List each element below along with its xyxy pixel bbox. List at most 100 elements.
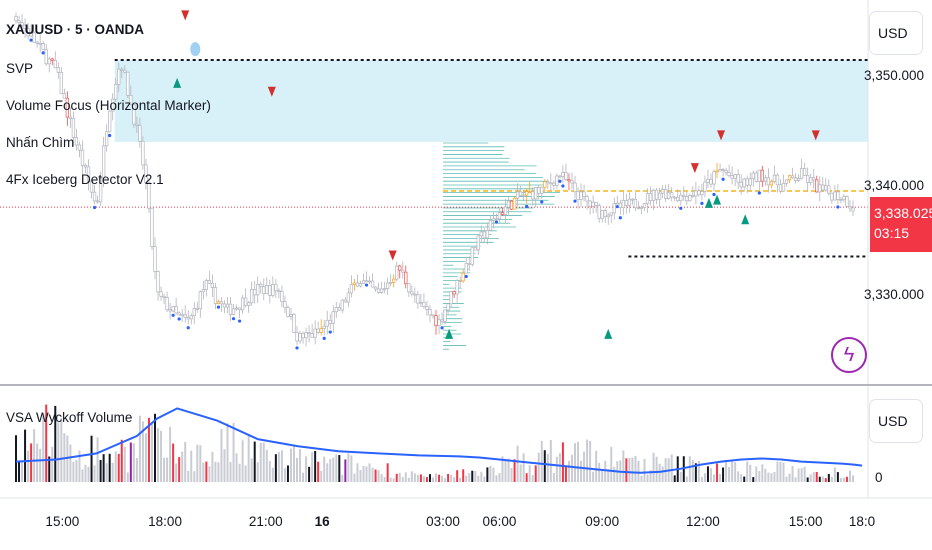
candle-body [727, 172, 731, 176]
candle-body [775, 174, 780, 186]
candle-body [304, 332, 308, 339]
candle-body [398, 265, 402, 271]
lightning-icon[interactable]: ϟ [831, 337, 867, 373]
volume-bar [577, 441, 580, 482]
candle-body [162, 295, 166, 298]
iceberg-dot [836, 205, 840, 209]
sell-signal-marker [267, 86, 276, 97]
volume-bar [256, 462, 259, 482]
volume-bar [734, 462, 737, 482]
volume-bar [595, 450, 598, 482]
price-scale-currency[interactable]: USD [870, 12, 922, 54]
volume-pane-title[interactable]: VSA Wyckoff Volume [6, 410, 133, 425]
candle-body [395, 265, 399, 280]
candle-body [724, 170, 728, 173]
candle-body [237, 307, 242, 311]
volume-bar [543, 450, 546, 482]
volume-scale-currency[interactable]: USD [870, 400, 922, 442]
volume-bar [72, 461, 75, 482]
volume-bar [625, 458, 628, 482]
indicator-iceberg[interactable]: 4Fx Iceberg Detector V2.1 [6, 172, 164, 187]
volume-bar [214, 461, 217, 482]
volume-bar [688, 456, 691, 482]
candle-body [295, 331, 299, 342]
candle-body [111, 98, 115, 112]
candle-body [168, 309, 172, 312]
volume-bar [117, 454, 120, 482]
volume-zero-label: 0 [875, 470, 883, 485]
volume-bar [601, 469, 604, 482]
indicator-nhan-chim[interactable]: Nhấn Chìm [6, 135, 75, 150]
candle-body [56, 67, 60, 73]
volume-bar [444, 478, 447, 482]
candle-body [325, 320, 329, 327]
iceberg-dot [186, 326, 190, 330]
candle-body [730, 175, 734, 179]
volume-bar [126, 472, 129, 482]
candle-body [452, 291, 456, 295]
volume-bar [229, 462, 232, 482]
candle-body [802, 168, 807, 176]
candle-body [642, 203, 647, 208]
candle-body [86, 166, 91, 182]
candle-body [407, 283, 411, 293]
volume-bar [404, 472, 407, 482]
volume-bar [758, 471, 761, 482]
candle-body [337, 307, 341, 311]
candle-body [186, 316, 190, 320]
time-tick-label: 15:00 [788, 514, 823, 529]
iceberg-dot [295, 346, 299, 350]
candle-body [781, 182, 786, 192]
current-price-value: 3,338.025 [874, 205, 932, 221]
iceberg-dot [558, 179, 562, 183]
candle-body [331, 311, 335, 324]
iceberg-dot [92, 205, 97, 210]
volume-bar [598, 462, 601, 482]
candle-body [316, 328, 320, 333]
candle-body [174, 306, 178, 314]
candle-body [53, 59, 57, 69]
volume-bar [716, 463, 719, 482]
candle-body [555, 175, 559, 186]
candle-body [588, 200, 592, 207]
candle-body [473, 247, 477, 251]
candle-body [648, 193, 653, 201]
volume-bar [105, 463, 108, 482]
volume-bar [607, 469, 610, 482]
candle-body [183, 314, 187, 318]
iceberg-dot [618, 216, 622, 220]
candle-body [68, 116, 73, 120]
volume-bar [39, 448, 42, 482]
volume-bar [782, 462, 785, 482]
volume-bar [431, 477, 434, 482]
volume-bar [395, 473, 398, 482]
candle-body [292, 313, 296, 333]
volume-bar [471, 470, 474, 482]
symbol-title[interactable]: XAUUSD · 5 · OANDA [6, 22, 145, 37]
volume-bar [54, 405, 57, 482]
countdown-timer: 03:15 [874, 225, 910, 241]
volume-bar [241, 440, 244, 482]
volume-bar [489, 465, 492, 482]
candle-body [591, 201, 595, 207]
volume-bar [196, 444, 199, 482]
volume-bar [314, 450, 317, 482]
volume-bar [120, 439, 123, 482]
candle-body [434, 315, 438, 326]
volume-bar [679, 471, 682, 482]
volume-bar [845, 476, 848, 482]
volume-moving-average [15, 407, 863, 474]
volume-bar [785, 476, 788, 482]
indicator-volume-focus[interactable]: Volume Focus (Horizontal Marker) [6, 98, 211, 113]
volume-bar [416, 475, 419, 482]
candle-body [812, 177, 816, 181]
candle-body [455, 280, 459, 295]
volume-bar [187, 470, 190, 482]
volume-bar [69, 444, 72, 482]
candle-body [512, 197, 517, 210]
volume-bar [317, 461, 320, 482]
volume-bar [289, 448, 292, 482]
indicator-svp[interactable]: SVP [6, 61, 34, 76]
volume-bar [486, 467, 489, 482]
